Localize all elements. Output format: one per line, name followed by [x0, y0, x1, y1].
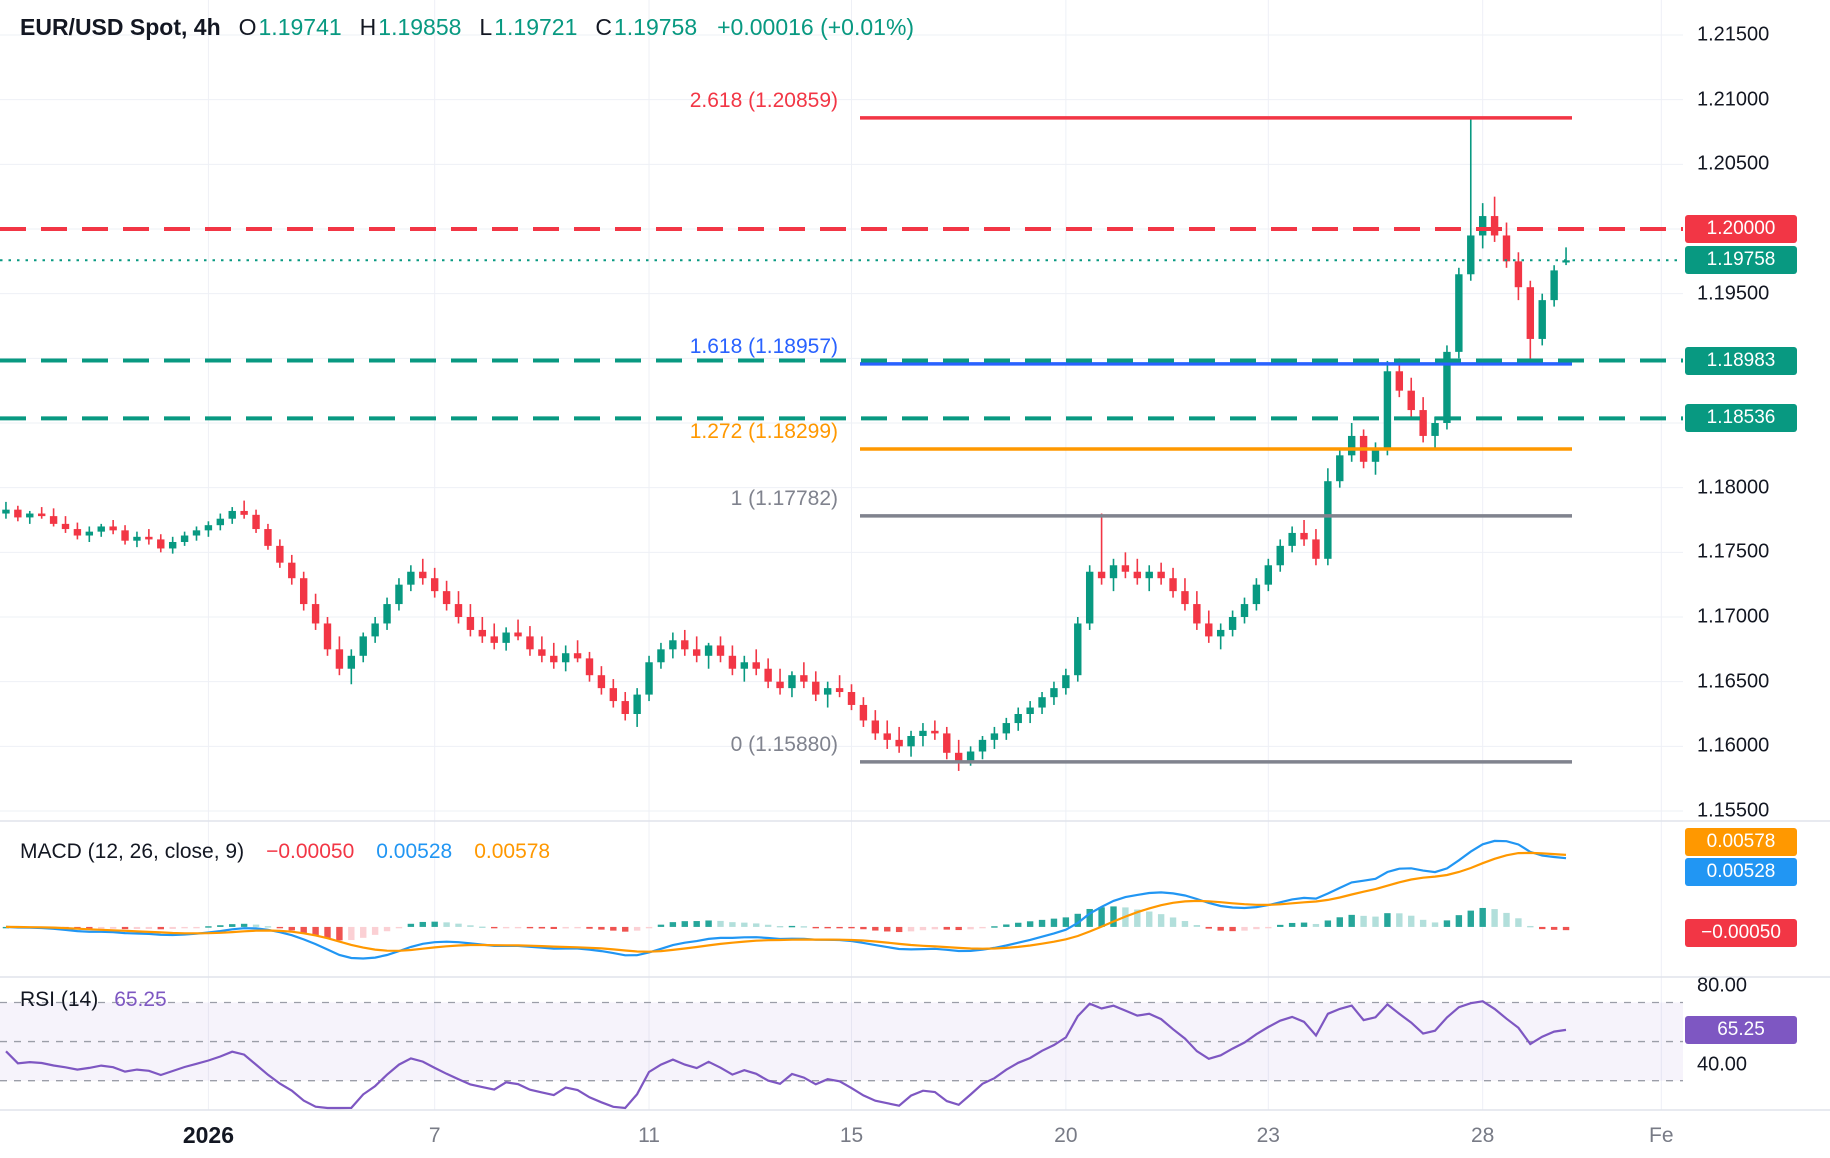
- open-label: O: [238, 14, 257, 40]
- close-value: 1.19758: [613, 14, 698, 40]
- price-tick-label: 1.20500: [1697, 152, 1770, 175]
- rsi-value: 65.25: [114, 988, 167, 1011]
- change-value: +0.00016 (+0.01%): [717, 14, 915, 40]
- price-badge: 0.00528: [1685, 857, 1797, 886]
- time-axis-label: 23: [1256, 1124, 1280, 1147]
- price-tick-label: 1.17000: [1697, 605, 1770, 628]
- high-label: H: [359, 14, 377, 40]
- macd-signal-line: [5, 851, 1567, 953]
- price-tick-label: 1.21000: [1697, 88, 1770, 111]
- price-badge: 65.25: [1685, 1015, 1797, 1044]
- time-axis-label: 28: [1470, 1124, 1495, 1147]
- panel-separators: [0, 820, 1830, 1111]
- price-tick-label: 1.19500: [1697, 282, 1770, 305]
- price-tick-label: 1.18000: [1697, 476, 1770, 499]
- macd-histogram: [2, 906, 1570, 941]
- rsi-title[interactable]: RSI (14): [20, 988, 99, 1011]
- macd-signal-value: 0.00578: [474, 840, 551, 863]
- low-label: L: [479, 14, 493, 40]
- fib-label: 1.618 (1.18957): [690, 335, 838, 358]
- price-badge: 1.18983: [1685, 346, 1797, 375]
- rsi-band: [0, 1001, 1683, 1082]
- gridlines: [0, 0, 1683, 1110]
- price-badge: 1.20000: [1685, 215, 1797, 243]
- rsi-line: [5, 1000, 1567, 1110]
- low-pair: L1.19721: [479, 14, 577, 41]
- close-label: C: [595, 14, 612, 40]
- fib-label: 2.618 (1.20859): [690, 89, 838, 112]
- close-pair: C1.19758: [595, 14, 697, 41]
- price-badge: 0.00578: [1685, 827, 1797, 856]
- open-pair: O1.19741: [239, 14, 342, 41]
- price-badge: −0.00050: [1685, 918, 1797, 947]
- symbol-title[interactable]: EUR/USD Spot, 4h: [20, 14, 221, 40]
- ohlc-legend: EUR/USD Spot, 4h O1.19741 H1.19858 L1.19…: [20, 14, 914, 41]
- price-tick-label: 1.16000: [1697, 734, 1770, 757]
- price-tick-label: 80.00: [1697, 974, 1748, 997]
- price-tick-label: 1.21500: [1697, 23, 1770, 46]
- price-tick-label: 1.17500: [1697, 540, 1770, 563]
- high-value: 1.19858: [378, 14, 462, 40]
- price-axis[interactable]: 1.21500 1.21000 1.20500 1.19500 1.18000 1.175…: [1683, 0, 1830, 1158]
- time-axis-label: 15: [839, 1124, 864, 1147]
- time-axis-label: Fe: [1649, 1124, 1674, 1147]
- fib-label: 1 (1.17782): [731, 487, 838, 510]
- time-axis-label: 11: [638, 1124, 660, 1147]
- open-value: 1.19741: [258, 14, 342, 40]
- high-pair: H1.19858: [360, 14, 462, 41]
- time-axis-label: 7: [428, 1124, 441, 1147]
- macd-title[interactable]: MACD (12, 26, close, 9): [20, 840, 245, 863]
- time-axis[interactable]: 2026 7 11 15 20 23 28 Fe: [0, 1118, 1830, 1158]
- low-value: 1.19721: [494, 14, 578, 40]
- price-tick-label: 1.15500: [1697, 799, 1770, 822]
- price-tick-label: 40.00: [1697, 1053, 1748, 1076]
- macd-legend: MACD (12, 26, close, 9) −0.00050 0.00528…: [20, 840, 550, 864]
- price-badge: 1.18536: [1685, 404, 1797, 433]
- fib-label: 0 (1.15880): [731, 733, 838, 756]
- price-badge: 1.19758: [1685, 246, 1797, 275]
- candlestick-series: [2, 117, 1570, 771]
- alert-lines: [0, 227, 1683, 421]
- time-axis-label: 20: [1054, 1124, 1078, 1147]
- price-tick-label: 1.16500: [1697, 670, 1770, 693]
- macd-hist-value: −0.00050: [266, 840, 355, 863]
- macd-line-value: 0.00528: [376, 840, 453, 863]
- time-axis-label: 2026: [182, 1122, 234, 1148]
- fib-retracement: 2.618 (1.20859) 1.618 (1.18957) 1.272 (1.1…: [690, 89, 1572, 764]
- rsi-legend: RSI (14) 65.25: [20, 988, 167, 1012]
- fib-label: 1.272 (1.18299): [690, 420, 838, 443]
